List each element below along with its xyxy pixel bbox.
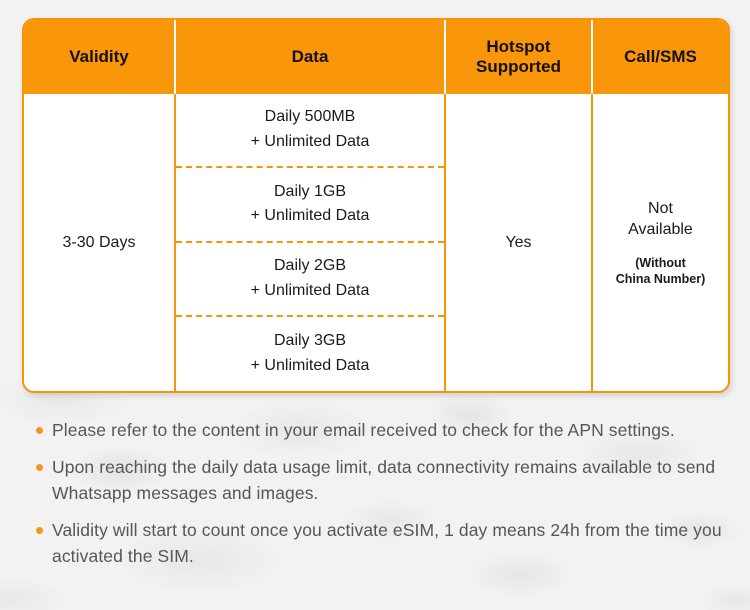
table-header-row: Validity Data Hotspot Supported Call/SMS <box>24 20 728 94</box>
call-sms-note-line2: China Number) <box>615 272 706 287</box>
note-list-item: Validity will start to count once you ac… <box>36 518 726 569</box>
data-option-extra: + Unlimited Data <box>250 207 370 225</box>
column-header-validity: Validity <box>24 20 176 94</box>
cell-call-sms-value: Not Available (Without China Number) <box>593 94 728 391</box>
cell-validity-value: 3-30 Days <box>24 94 176 391</box>
column-header-hotspot-line1: Hotspot <box>486 36 551 56</box>
column-header-validity-label: Validity <box>69 46 129 66</box>
note-list-item: Upon reaching the daily data usage limit… <box>36 455 726 506</box>
bullet-dot-icon <box>36 464 43 472</box>
column-header-data-label: Data <box>291 46 329 66</box>
column-header-hotspot-line2: Supported <box>476 57 561 76</box>
data-option-row: Daily 2GB + Unlimited Data <box>176 243 444 317</box>
cell-data-options: Daily 500MB + Unlimited Data Daily 1GB +… <box>176 94 446 391</box>
bullet-dot-icon <box>36 527 43 535</box>
data-option-row: Daily 1GB + Unlimited Data <box>176 168 444 243</box>
data-option-extra: + Unlimited Data <box>250 281 370 299</box>
table-body: 3-30 Days Daily 500MB + Unlimited Data D… <box>24 94 728 391</box>
bullet-dot-icon <box>36 427 43 434</box>
data-option-extra: + Unlimited Data <box>250 356 370 374</box>
data-option-amount: Daily 2GB <box>273 256 347 274</box>
note-text: Please refer to the content in your emai… <box>52 420 675 440</box>
note-list-item: Please refer to the content in your emai… <box>36 418 726 443</box>
plan-comparison-table: Validity Data Hotspot Supported Call/SMS… <box>22 18 730 393</box>
call-sms-availability-line1: Not <box>648 199 673 217</box>
validity-value-text: 3-30 Days <box>62 233 136 251</box>
call-sms-availability: Not Available <box>628 198 693 241</box>
column-header-call-sms: Call/SMS <box>593 20 728 94</box>
data-option-extra: + Unlimited Data <box>250 133 370 151</box>
hotspot-value-text: Yes <box>505 233 532 251</box>
column-header-data: Data <box>176 20 446 94</box>
note-text: Validity will start to count once you ac… <box>52 520 722 566</box>
note-text: Upon reaching the daily data usage limit… <box>52 457 716 503</box>
column-header-call-sms-label: Call/SMS <box>624 46 697 66</box>
data-option-amount: Daily 500MB <box>264 108 356 126</box>
call-sms-note: (Without China Number) <box>616 255 706 288</box>
data-option-row: Daily 500MB + Unlimited Data <box>176 94 444 169</box>
cell-hotspot-value: Yes <box>446 94 593 391</box>
data-option-row: Daily 3GB + Unlimited Data <box>176 317 444 391</box>
column-header-hotspot-supported: Hotspot Supported <box>446 20 593 94</box>
call-sms-note-line1: (Without <box>635 255 686 270</box>
call-sms-availability-line2: Available <box>628 221 693 239</box>
data-option-amount: Daily 1GB <box>273 182 347 200</box>
data-option-amount: Daily 3GB <box>273 332 347 350</box>
notes-list: Please refer to the content in your emai… <box>36 418 726 581</box>
